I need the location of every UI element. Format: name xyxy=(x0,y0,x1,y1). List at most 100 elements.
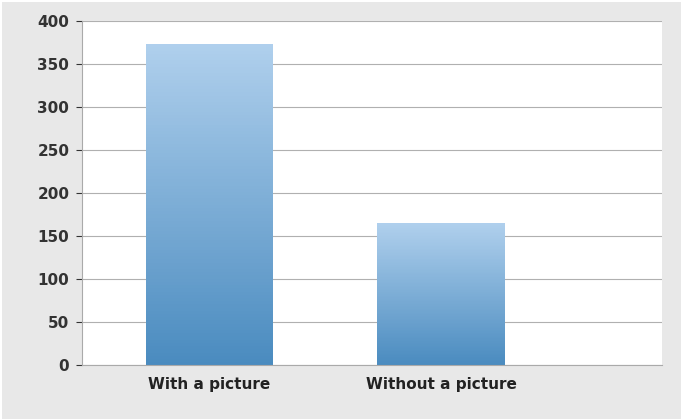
Bar xyxy=(146,96,273,99)
Bar xyxy=(378,294,505,296)
Bar xyxy=(146,240,273,243)
Bar xyxy=(146,266,273,269)
Bar xyxy=(378,259,505,260)
Bar xyxy=(146,118,273,121)
Bar xyxy=(146,279,273,282)
Bar xyxy=(146,304,273,307)
Bar xyxy=(378,330,505,331)
Bar xyxy=(146,157,273,160)
Bar xyxy=(146,356,273,359)
Bar xyxy=(378,336,505,337)
Bar xyxy=(146,362,273,365)
Bar xyxy=(378,287,505,289)
Bar xyxy=(146,163,273,166)
Bar xyxy=(378,346,505,347)
Bar xyxy=(146,79,273,83)
Bar xyxy=(146,170,273,173)
Bar xyxy=(146,218,273,221)
Bar xyxy=(378,318,505,320)
Bar xyxy=(378,323,505,324)
Bar xyxy=(378,314,505,316)
Bar xyxy=(378,313,505,314)
Bar xyxy=(146,176,273,179)
Bar xyxy=(378,223,505,225)
Bar xyxy=(146,76,273,79)
Bar xyxy=(378,357,505,358)
Bar xyxy=(146,231,273,234)
Bar xyxy=(146,352,273,356)
Bar xyxy=(146,108,273,112)
Bar xyxy=(378,276,505,277)
Bar xyxy=(378,364,505,365)
Bar xyxy=(146,153,273,157)
Bar xyxy=(146,272,273,276)
Bar xyxy=(146,324,273,327)
Bar xyxy=(146,60,273,63)
Bar xyxy=(146,121,273,125)
Bar xyxy=(378,253,505,255)
Bar xyxy=(146,224,273,227)
Bar xyxy=(378,291,505,293)
Bar xyxy=(146,314,273,317)
Bar xyxy=(378,326,505,327)
Bar xyxy=(146,227,273,231)
Bar xyxy=(378,249,505,250)
Bar xyxy=(146,137,273,141)
Bar xyxy=(378,280,505,281)
Bar xyxy=(146,144,273,147)
Bar xyxy=(378,306,505,307)
Bar xyxy=(378,243,505,244)
Bar xyxy=(378,347,505,348)
Bar xyxy=(146,89,273,92)
Bar xyxy=(146,166,273,170)
Bar xyxy=(146,83,273,86)
Bar xyxy=(378,272,505,273)
Bar xyxy=(146,195,273,198)
Bar xyxy=(378,277,505,279)
Bar xyxy=(378,296,505,297)
Bar xyxy=(378,350,505,351)
Bar xyxy=(146,125,273,128)
Bar xyxy=(378,320,505,321)
Bar xyxy=(146,298,273,301)
Bar xyxy=(146,247,273,250)
Bar xyxy=(378,266,505,268)
Bar xyxy=(146,288,273,291)
Bar xyxy=(146,295,273,298)
Bar xyxy=(378,263,505,265)
Bar xyxy=(146,67,273,70)
Bar xyxy=(378,231,505,232)
Bar xyxy=(378,233,505,235)
Bar xyxy=(378,232,505,233)
Bar xyxy=(378,303,505,304)
Bar xyxy=(378,311,505,313)
Bar xyxy=(378,317,505,318)
Bar xyxy=(378,260,505,262)
Bar xyxy=(378,275,505,276)
Bar xyxy=(378,238,505,239)
Bar xyxy=(146,256,273,260)
Bar xyxy=(146,237,273,240)
Bar xyxy=(146,208,273,211)
Bar xyxy=(378,355,505,357)
Bar xyxy=(378,247,505,249)
Bar xyxy=(378,289,505,290)
Bar xyxy=(378,284,505,286)
Bar xyxy=(378,244,505,246)
Bar xyxy=(378,270,505,272)
Bar xyxy=(378,354,505,355)
Bar xyxy=(378,334,505,336)
Bar xyxy=(378,236,505,238)
Bar xyxy=(378,273,505,275)
Bar xyxy=(378,343,505,344)
Bar xyxy=(378,361,505,362)
Bar xyxy=(378,300,505,302)
Bar xyxy=(378,228,505,229)
Bar xyxy=(146,307,273,311)
Bar xyxy=(146,189,273,192)
Bar xyxy=(378,358,505,360)
Bar xyxy=(146,102,273,105)
Bar xyxy=(146,320,273,324)
Bar xyxy=(146,260,273,262)
Bar xyxy=(146,343,273,346)
